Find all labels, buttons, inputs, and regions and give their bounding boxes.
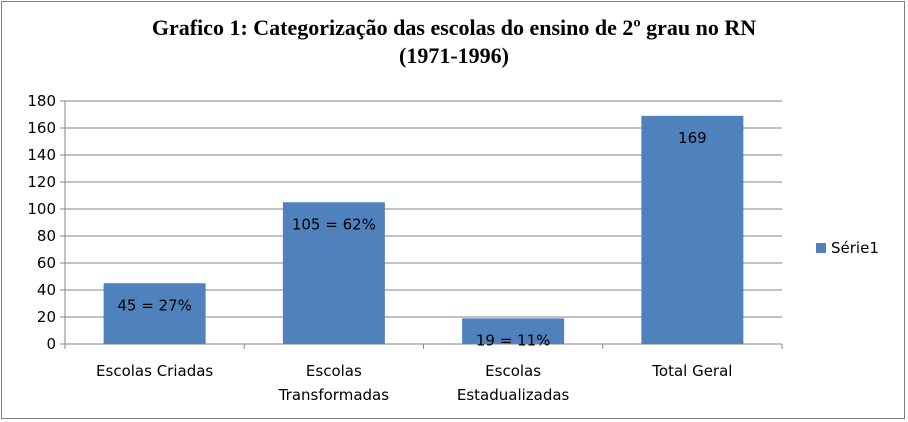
chart-title-line1: Grafico 1: Categorização das escolas do … [151, 15, 757, 40]
x-category-label: Escolas Criadas [96, 362, 213, 380]
chart-title: Grafico 1: Categorização das escolas do … [0, 14, 908, 70]
x-category-label: Estadualizadas [457, 386, 570, 404]
data-label: 19 = 11% [476, 331, 551, 349]
y-tick-label: 100 [27, 200, 56, 218]
x-category-label: Total Geral [651, 362, 732, 380]
y-tick-label: 60 [37, 254, 56, 272]
y-tick-label: 40 [37, 281, 56, 299]
x-category-label: Escolas [306, 362, 362, 380]
x-category-label: Escolas [485, 362, 541, 380]
y-tick-label: 140 [27, 146, 56, 164]
legend-label: Série1 [831, 239, 879, 257]
y-tick-label: 180 [27, 92, 56, 110]
data-label: 45 = 27% [117, 296, 192, 314]
bar [103, 283, 206, 344]
data-label: 169 [678, 129, 707, 147]
bar [282, 202, 385, 344]
chart-title-line2: (1971-1996) [399, 43, 509, 68]
bar [462, 318, 565, 344]
y-tick-label: 20 [37, 308, 56, 326]
x-category-label: Transformadas [278, 386, 390, 404]
y-tick-label: 0 [46, 335, 56, 353]
legend-swatch [816, 243, 826, 253]
y-tick-label: 80 [37, 227, 56, 245]
bar [641, 115, 744, 344]
y-tick-label: 160 [27, 119, 56, 137]
data-label: 105 = 62% [292, 215, 376, 233]
y-tick-label: 120 [27, 173, 56, 191]
